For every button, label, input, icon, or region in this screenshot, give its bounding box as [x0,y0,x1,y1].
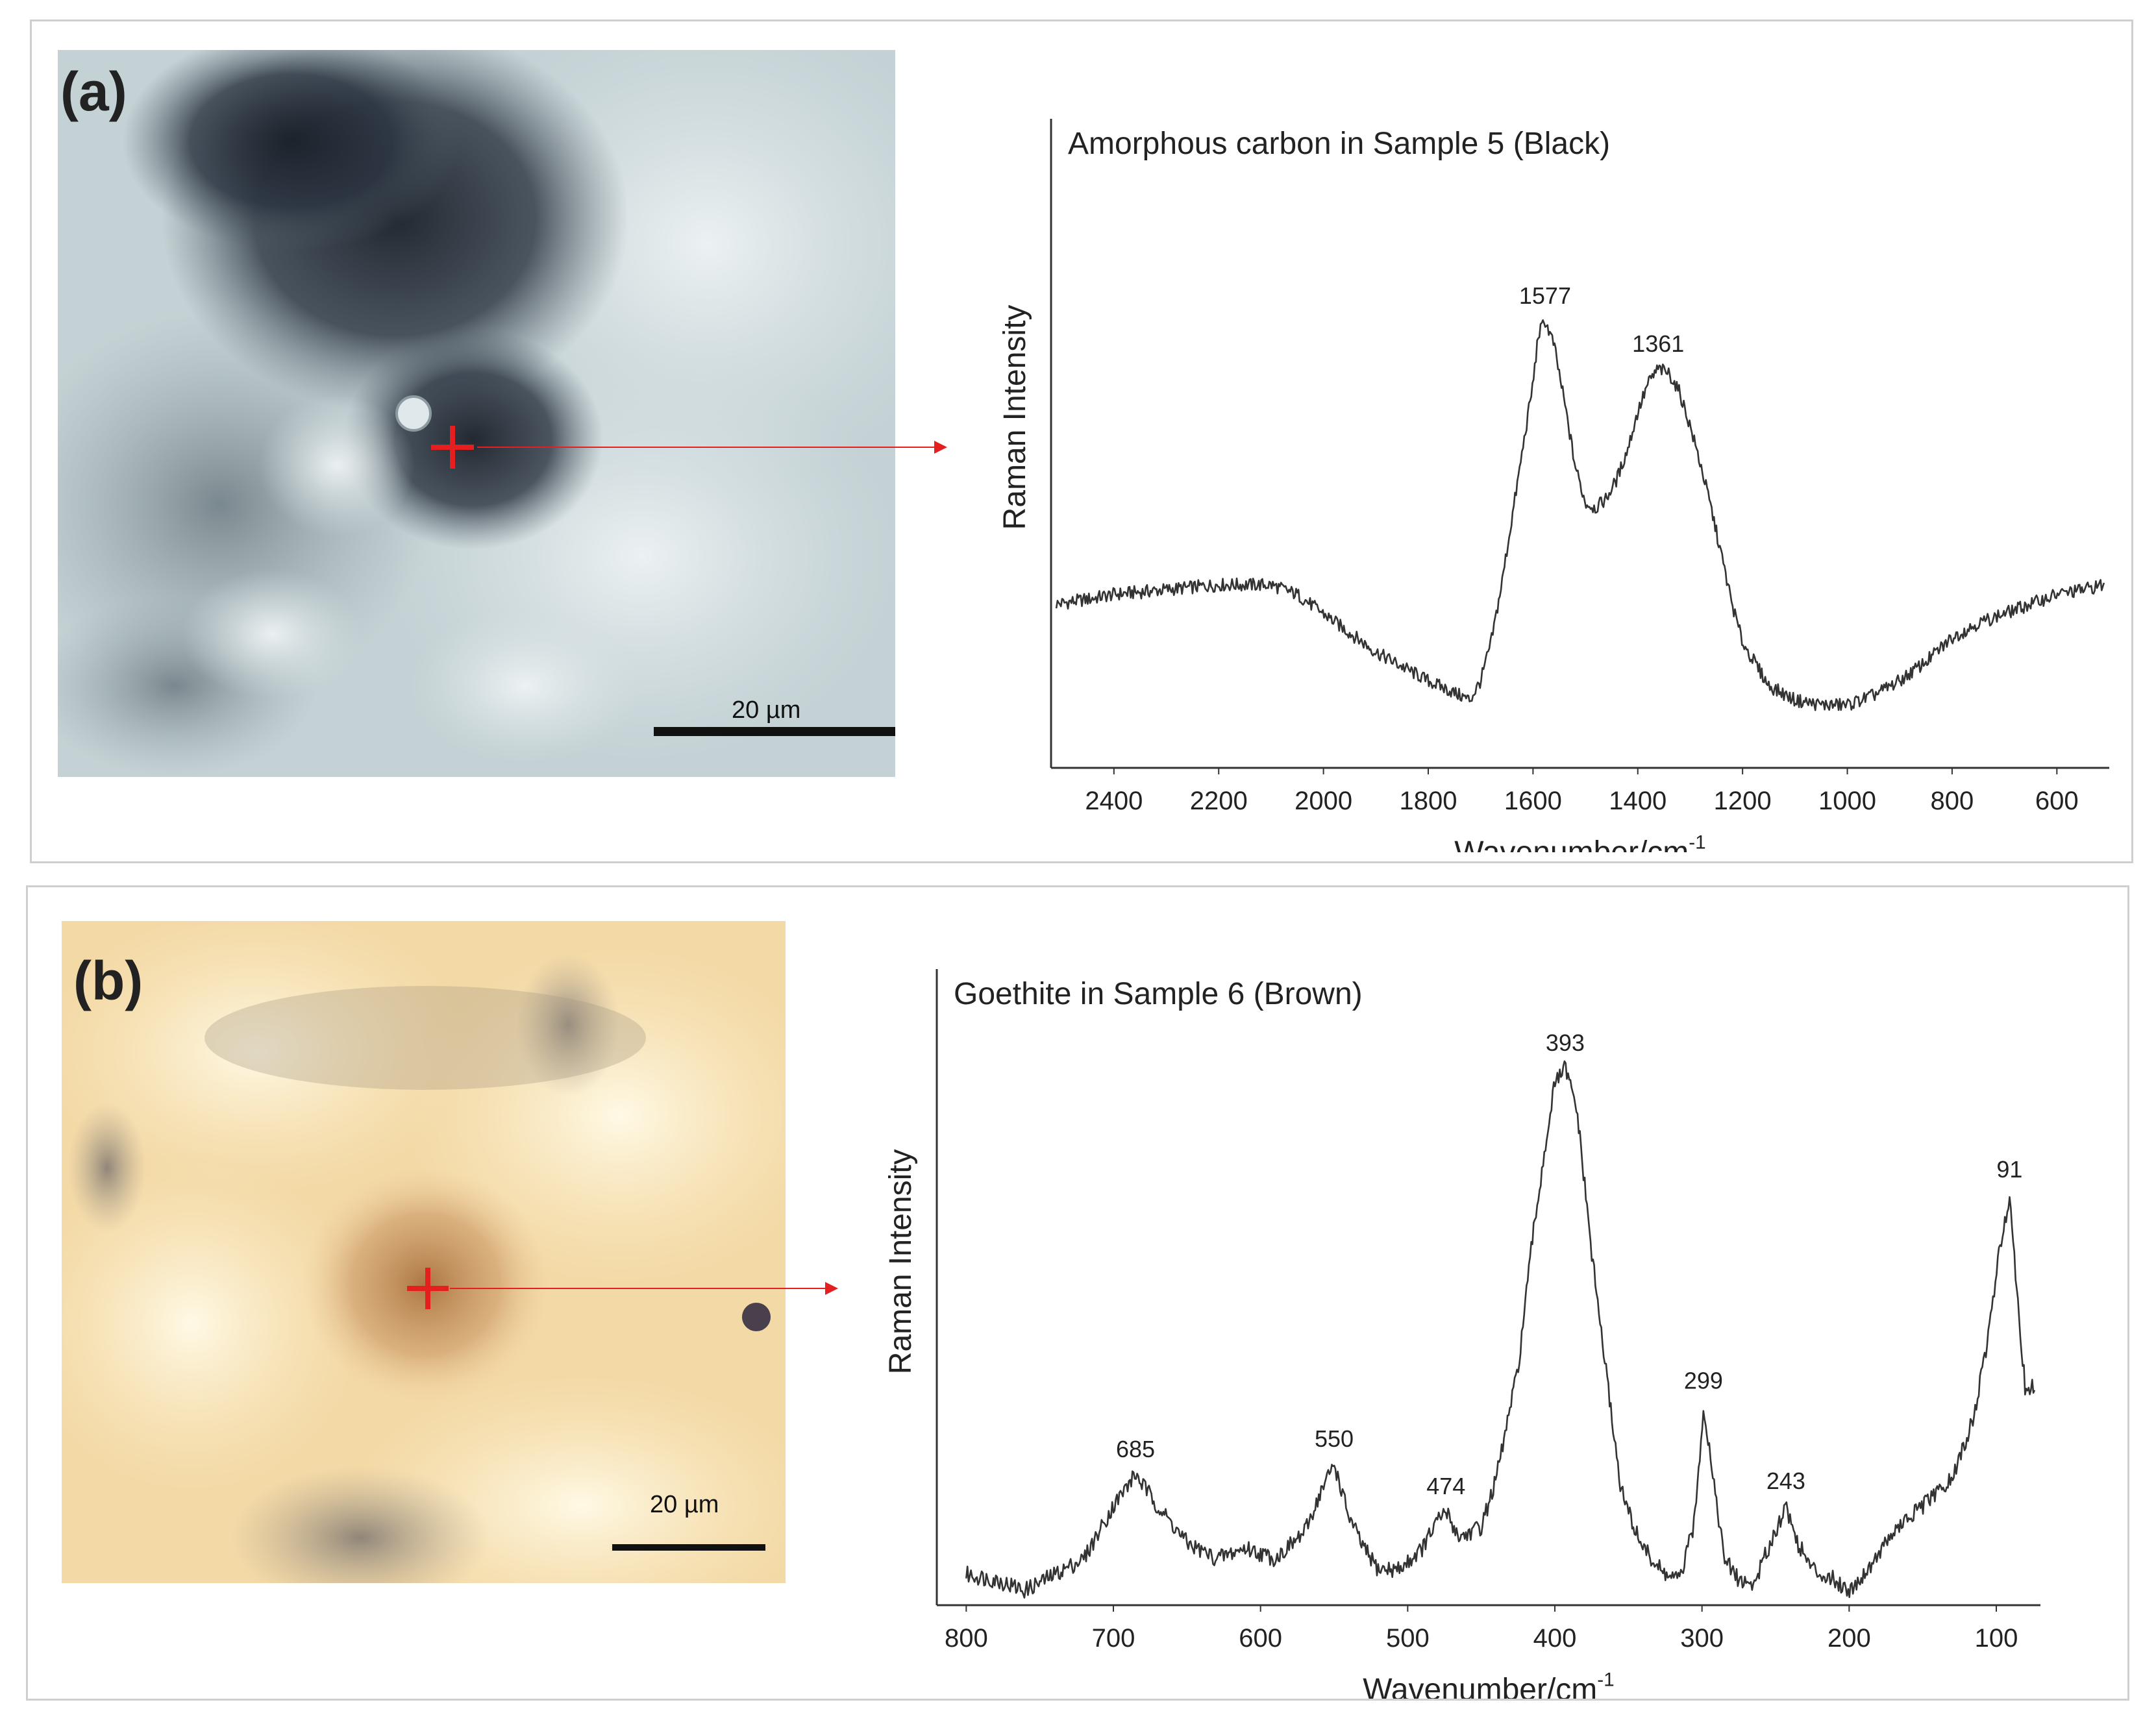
x-axis-label-text: Wavenumber/cm [1363,1673,1597,1699]
x-tick-label: 800 [945,1624,988,1653]
x-tick-label: 400 [1533,1624,1577,1653]
x-tick-label: 500 [1386,1624,1430,1653]
scale-bar-label-b: 20 µm [650,1491,719,1518]
x-tick-label: 600 [1239,1624,1282,1653]
chart-title: Amorphous carbon in Sample 5 (Black) [1068,127,1610,161]
peak-label: 243 [1766,1468,1805,1494]
x-tick-label: 300 [1680,1624,1724,1653]
panel-label-b: (b) [73,950,143,1011]
chart-a-plot: 2400 2200 2000 1800 1600 1400 1200 1000 800 600 Am… [998,119,2109,852]
panel-a: (a) 20 µm 2400 2200 2000 1800 1600 1400 1200 10… [30,19,2133,863]
peak-label: 91 [1996,1156,2022,1183]
peak-label: 1577 [1519,282,1571,309]
x-tick-label: 600 [2035,787,2079,815]
x-tick-label: 1800 [1399,787,1457,815]
x-tick-label: 2400 [1085,787,1143,815]
scale-bar-b [612,1544,765,1551]
panel-label-a: (a) [60,61,127,122]
x-axis-label-text: Wavenumber/cm [1454,835,1689,852]
y-axis-label: Raman Intensity [884,1149,918,1374]
x-tick-label: 1000 [1818,787,1876,815]
x-tick-label: 2000 [1295,787,1352,815]
pointer-arrow-a [477,441,947,454]
x-tick-label: 700 [1092,1624,1135,1653]
x-tick-label: 2200 [1190,787,1248,815]
x-tick-label: 1200 [1714,787,1772,815]
scale-bar-a [654,727,895,736]
peak-label: 1361 [1632,330,1684,357]
peak-label: 685 [1116,1436,1155,1462]
x-axis-label-superscript: -1 [1597,1669,1614,1690]
scale-bar-label-a: 20 µm [732,696,801,724]
pointer-arrow-b [450,1282,838,1295]
micrograph-b [62,921,786,1583]
x-tick-label: 100 [1975,1624,2018,1653]
micrograph-a-image [58,50,895,777]
x-axis-label: Wavenumber/cm-1 [1363,1669,1614,1699]
panel-b: (b) 20 µm 800 700 600 500 400 300 200 100 Goethi… [26,885,2129,1701]
x-tick-label: 200 [1828,1624,1871,1653]
x-tick-label: 1400 [1609,787,1667,815]
chart-a: 2400 2200 2000 1800 1600 1400 1200 1000 800 600 Am… [954,73,2122,852]
peak-label: 393 [1546,1029,1585,1056]
x-axis-label-superscript: -1 [1689,831,1705,852]
x-tick-label: 1600 [1504,787,1562,815]
chart-title: Goethite in Sample 6 (Brown) [954,977,1363,1011]
crosshair-marker-b [407,1268,449,1309]
micrograph-a [58,50,895,777]
crosshair-marker-a [431,426,474,469]
micrograph-b-image [62,921,786,1583]
spectrum-line [965,1060,2036,1599]
spectrum-line [1055,319,2105,711]
chart-b-plot: 800 700 600 500 400 300 200 100 Goethite in Samp… [884,969,2040,1699]
chart-b: 800 700 600 500 400 300 200 100 Goethite in Samp… [846,926,2118,1699]
peak-label: 474 [1426,1473,1465,1499]
y-axis-label: Raman Intensity [998,305,1032,530]
x-axis-label: Wavenumber/cm-1 [1454,831,1705,852]
x-tick-label: 800 [1931,787,1974,815]
peak-label: 550 [1315,1425,1354,1452]
peak-label: 299 [1684,1367,1723,1394]
